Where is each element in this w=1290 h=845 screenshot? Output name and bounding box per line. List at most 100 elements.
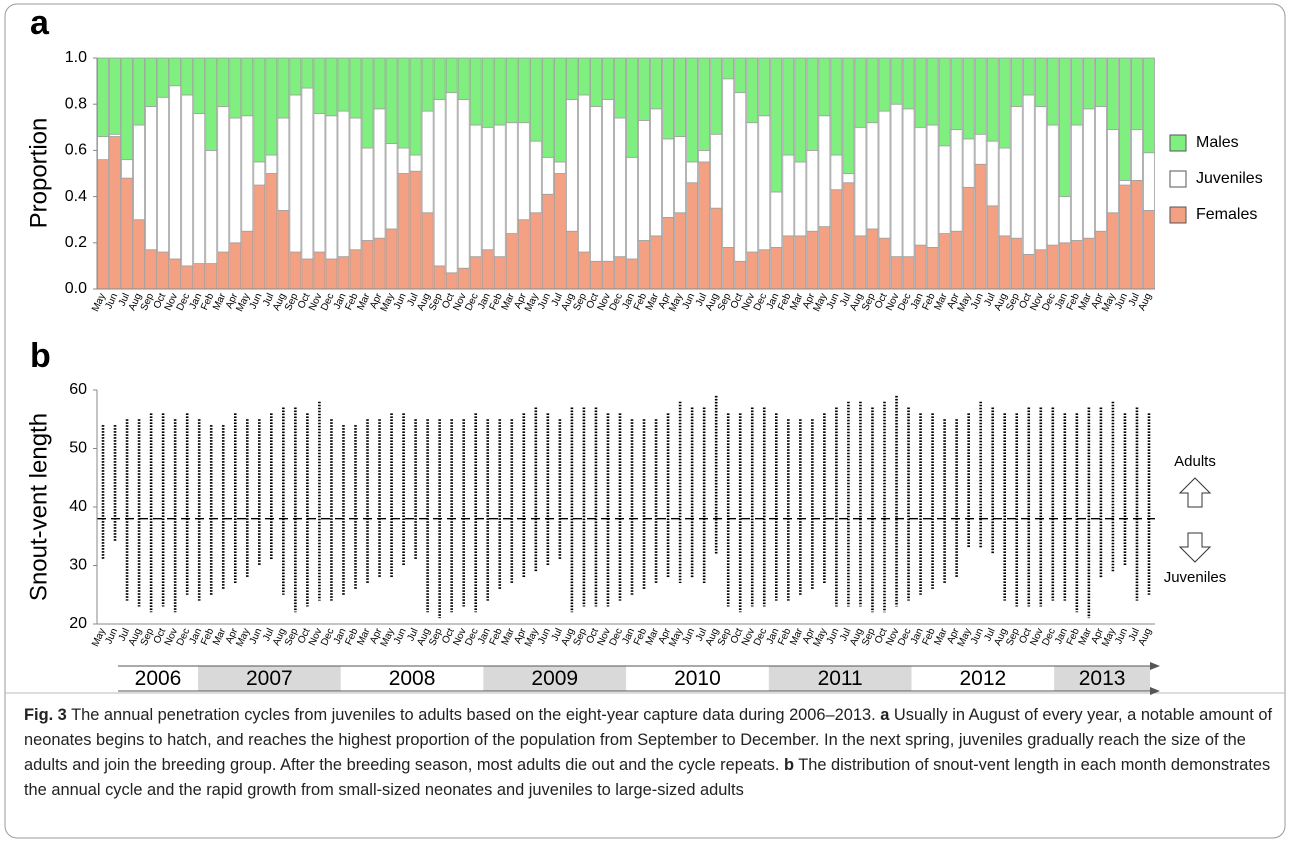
bar-segment xyxy=(169,258,182,290)
x-tick-label: Jul xyxy=(1127,292,1142,308)
bar-segment xyxy=(626,258,638,290)
bar-segment xyxy=(950,230,963,290)
bar-segment xyxy=(277,57,290,119)
bar-segment xyxy=(493,57,506,126)
year-label: 2012 xyxy=(959,667,1006,690)
bar-segment xyxy=(1094,106,1107,232)
bar-segment xyxy=(553,57,566,163)
bar-segment xyxy=(517,57,530,124)
bar-segment xyxy=(505,233,518,290)
bar-segment xyxy=(614,57,626,119)
bar-segment xyxy=(902,108,915,258)
y-tick-label: 0.4 xyxy=(65,188,87,205)
bar-segment xyxy=(758,115,771,251)
year-label: 2010 xyxy=(674,667,721,690)
bar-segment xyxy=(241,230,254,290)
bar-segment xyxy=(517,219,530,290)
caption-label: a xyxy=(880,706,890,724)
bar-segment xyxy=(698,161,711,290)
year-label: 2009 xyxy=(531,667,578,690)
up-arrow xyxy=(1178,477,1212,508)
bar-segment xyxy=(361,147,374,241)
bar-segment xyxy=(1107,57,1119,131)
bar-segment xyxy=(794,235,807,290)
bar-segment xyxy=(950,57,963,131)
bar-segment xyxy=(782,235,795,290)
bar-segment xyxy=(914,126,927,246)
bar-segment xyxy=(710,207,723,290)
bar-segment xyxy=(662,57,674,140)
bar-segment xyxy=(1046,124,1059,246)
bar-segment xyxy=(565,57,578,100)
bar-segment xyxy=(902,256,915,290)
bar-segment xyxy=(1107,129,1119,214)
bar-segment xyxy=(169,57,182,87)
bar-segment xyxy=(818,226,831,290)
bar-segment xyxy=(818,115,831,228)
bar-segment xyxy=(349,249,362,290)
bar-segment xyxy=(734,92,747,262)
bar-segment xyxy=(313,251,326,290)
bar-segment xyxy=(1010,106,1023,239)
bar-segment xyxy=(1010,57,1023,107)
bar-segment xyxy=(866,57,879,124)
bar-segment xyxy=(241,115,254,232)
bar-segment xyxy=(626,57,638,158)
bar-segment xyxy=(217,57,230,107)
bar-segment xyxy=(1022,57,1035,96)
caption-text: The distribution of snout-vent length in… xyxy=(24,756,1271,799)
bar-segment xyxy=(1119,184,1131,290)
bar-segment xyxy=(842,182,855,290)
bar-segment xyxy=(217,251,230,290)
bar-segment xyxy=(1070,57,1083,126)
annotation: Juveniles xyxy=(1164,569,1227,586)
bar-segment xyxy=(397,57,410,149)
y-tick-label: 1.0 xyxy=(65,49,87,66)
bar-segment xyxy=(553,173,566,290)
bar-segment xyxy=(614,256,626,290)
bar-segment xyxy=(1070,240,1083,290)
bar-segment xyxy=(385,57,398,144)
bar-segment xyxy=(686,182,699,290)
y-tick-label: 0.0 xyxy=(65,280,87,297)
bar-segment xyxy=(686,57,699,163)
x-tick-label: Jul xyxy=(838,627,853,643)
bar-segment xyxy=(1070,124,1083,241)
bar-segment xyxy=(950,129,963,232)
x-tick-label: Aug xyxy=(1137,627,1154,648)
bar-segment xyxy=(493,256,506,290)
bar-segment xyxy=(445,92,458,274)
bar-segment xyxy=(181,94,194,267)
bar-segment xyxy=(145,106,158,251)
bar-segment xyxy=(337,110,350,258)
bar-segment xyxy=(854,235,867,290)
bar-segment xyxy=(529,140,542,214)
bar-segment xyxy=(794,57,807,163)
bar-segment xyxy=(902,57,915,110)
bar-segment xyxy=(1082,108,1095,239)
bar-segment xyxy=(1046,57,1059,126)
bar-segment xyxy=(806,230,819,290)
y-tick-label: 0.2 xyxy=(65,234,87,251)
bar-segment xyxy=(758,249,771,290)
bar-segment xyxy=(602,260,614,290)
y-axis-title: Snout-vent length xyxy=(25,413,52,601)
year-label: 2013 xyxy=(1079,667,1126,690)
y-tick-label: 20 xyxy=(69,615,87,632)
bar-segment xyxy=(301,258,314,290)
bar-segment xyxy=(229,57,242,119)
bar-segment xyxy=(782,154,795,237)
bar-segment xyxy=(854,57,867,128)
year-label: 2007 xyxy=(246,667,293,690)
bar-segment xyxy=(830,189,843,290)
bar-segment xyxy=(878,57,891,112)
bar-segment xyxy=(686,161,699,184)
y-tick-label: 40 xyxy=(69,498,87,515)
bar-segment xyxy=(1082,237,1095,290)
bar-segment xyxy=(457,99,470,269)
bar-segment xyxy=(553,161,566,174)
year-label: 2006 xyxy=(135,667,182,690)
bar-segment xyxy=(109,136,121,290)
bar-segment xyxy=(650,235,662,290)
x-tick-label: Jul xyxy=(982,627,997,643)
